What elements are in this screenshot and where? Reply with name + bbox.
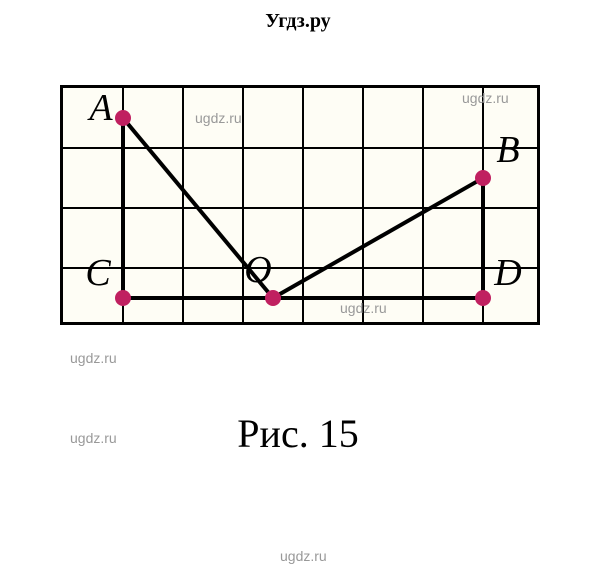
watermark: ugdz.ru (340, 300, 387, 316)
point-d (475, 290, 491, 306)
point-a (115, 110, 131, 126)
header-title: Угдз.ру (265, 10, 330, 32)
point-o (265, 290, 281, 306)
figure-edge (121, 118, 125, 298)
figure-edge (481, 178, 485, 298)
watermark: ugdz.ru (70, 430, 117, 446)
page-header: Угдз.ру (0, 10, 596, 33)
point-c (115, 290, 131, 306)
point-label-a: A (89, 86, 112, 130)
watermark: ugdz.ru (280, 548, 327, 564)
grid-line-horizontal (63, 267, 537, 269)
point-label-b: B (496, 128, 519, 172)
point-label-c: C (85, 251, 110, 295)
grid-figure: A B C O D (60, 85, 540, 325)
point-label-d: D (494, 251, 521, 295)
point-b (475, 170, 491, 186)
grid-line-horizontal (63, 147, 537, 149)
grid-line-vertical (302, 88, 304, 322)
grid-line-vertical (422, 88, 424, 322)
point-label-o: O (244, 248, 271, 292)
figure-edge (273, 296, 483, 300)
watermark: ugdz.ru (462, 90, 509, 106)
watermark: ugdz.ru (195, 110, 242, 126)
caption-text: Рис. 15 (237, 411, 358, 456)
figure-edge (123, 296, 273, 300)
watermark: ugdz.ru (70, 350, 117, 366)
grid-line-vertical (182, 88, 184, 322)
grid-line-horizontal (63, 207, 537, 209)
grid-line-vertical (362, 88, 364, 322)
